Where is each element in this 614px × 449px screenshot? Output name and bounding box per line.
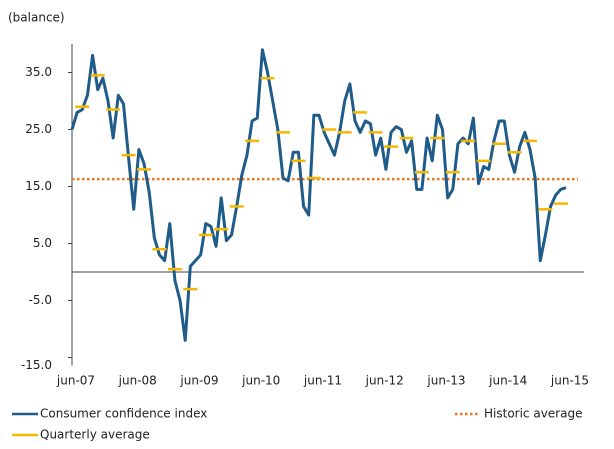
y-tick-label: -15.0	[21, 358, 52, 372]
y-tick-label: 35.0	[25, 65, 52, 79]
x-tick-label: jun-07	[56, 374, 95, 388]
series-line	[70, 48, 567, 342]
y-axis-label: (balance)	[8, 11, 65, 25]
x-tick-label: jun-09	[179, 374, 218, 388]
y-tick-label: 15.0	[25, 179, 52, 193]
x-tick-label: jun-13	[426, 374, 465, 388]
y-tick-label: -5.0	[29, 293, 52, 307]
legend-label: Quarterly average	[40, 428, 150, 442]
legend-label: Consumer confidence index	[40, 407, 207, 421]
x-tick-label: jun-14	[488, 374, 527, 388]
y-tick-label: 25.0	[25, 122, 52, 136]
legend-label: Historic average	[484, 407, 582, 421]
x-tick-label: jun-12	[365, 374, 404, 388]
x-tick-label: jun-15	[550, 374, 589, 388]
x-tick-label: jun-08	[118, 374, 157, 388]
x-tick-label: jun-11	[303, 374, 342, 388]
y-tick-label: 5.0	[33, 236, 52, 250]
x-tick-label: jun-10	[241, 374, 280, 388]
